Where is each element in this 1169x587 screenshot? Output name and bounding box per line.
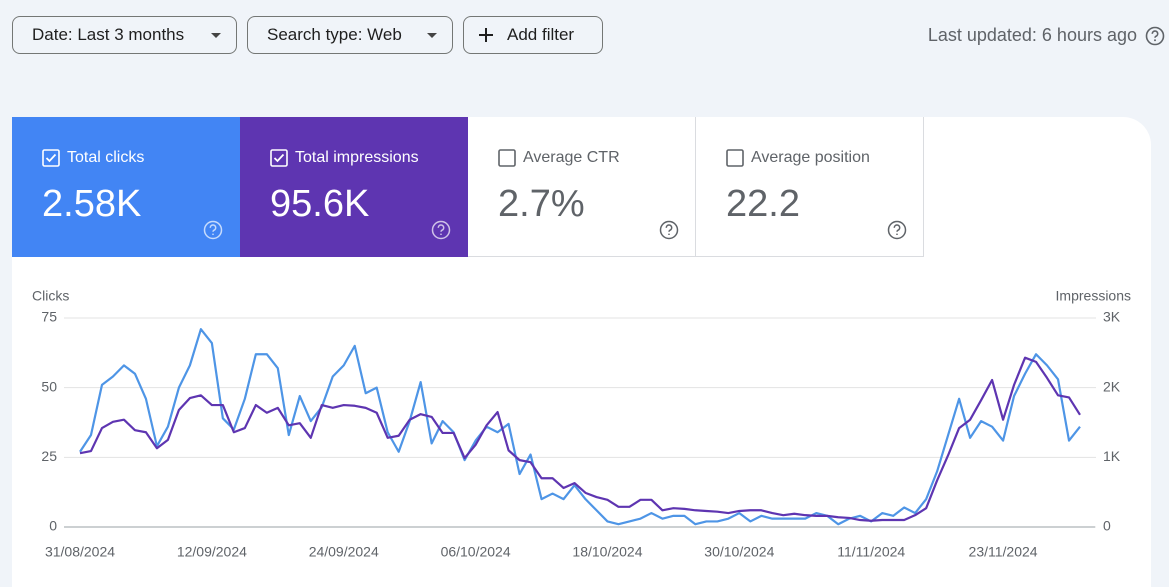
y2-tick-label: 0 <box>1103 518 1111 534</box>
metric-label: Average CTR <box>523 149 620 166</box>
y-tick-label: 0 <box>49 518 57 534</box>
button-label: Add filter <box>507 25 575 44</box>
plus-icon <box>479 28 493 42</box>
checkbox <box>726 149 744 167</box>
x-tick-label: 31/08/2024 <box>45 544 115 560</box>
x-tick-label: 18/10/2024 <box>572 544 642 560</box>
help-icon[interactable] <box>1144 25 1166 47</box>
add-filter-button[interactable]: Add filter <box>463 16 603 54</box>
help-icon <box>659 220 679 240</box>
x-tick-label: 24/09/2024 <box>309 544 379 560</box>
x-tick-label: 12/09/2024 <box>177 544 247 560</box>
metric-value: 22.2 <box>726 183 800 225</box>
metric-tile[interactable]: Average position 22.2 <box>696 117 924 257</box>
checkbox-box <box>270 149 288 167</box>
y-tick-label: 75 <box>41 309 57 325</box>
metric-label: Total impressions <box>295 149 419 166</box>
checkbox-box <box>42 149 60 167</box>
y2-axis-label: Impressions <box>1056 288 1131 304</box>
metric-tile[interactable]: Average CTR 2.7% <box>468 117 696 257</box>
metric-value: 2.58K <box>42 183 142 225</box>
checkbox <box>498 149 516 167</box>
checkbox-box <box>498 149 516 167</box>
date-filter[interactable]: Date: Last 3 months <box>12 16 237 54</box>
filter-label: Date: Last 3 months <box>32 25 185 44</box>
y-tick-label: 50 <box>41 378 57 394</box>
x-tick-label: 06/10/2024 <box>441 544 511 560</box>
help-circle <box>659 220 679 240</box>
help-mark <box>665 224 673 235</box>
series-line <box>79 328 1081 526</box>
checkmark <box>45 153 57 163</box>
help-circle <box>887 220 907 240</box>
metric-value: 2.7% <box>498 183 585 225</box>
dropdown-arrow <box>427 33 437 38</box>
checkbox-box <box>726 149 744 167</box>
y-tick-label: 25 <box>41 448 57 464</box>
checkbox <box>42 149 60 167</box>
x-tick-label: 23/11/2024 <box>969 544 1038 560</box>
help-mark <box>893 224 901 235</box>
help-circle <box>431 220 451 240</box>
y2-tick-label: 3K <box>1103 309 1121 325</box>
metric-label: Total clicks <box>67 149 145 166</box>
x-tick-label: 11/11/2024 <box>837 544 905 560</box>
y2-tick-label: 2K <box>1103 378 1121 394</box>
metric-tile[interactable]: Total clicks 2.58K <box>12 117 240 257</box>
checkmark <box>273 153 285 163</box>
metric-value: 95.6K <box>270 183 370 225</box>
help-mark <box>209 224 217 235</box>
metric-tile[interactable]: Total impressions 95.6K <box>240 117 468 257</box>
help-icon <box>431 220 451 240</box>
help-icon <box>203 220 223 240</box>
filter-label: Search type: Web <box>267 25 402 44</box>
y2-tick-label: 1K <box>1103 448 1121 464</box>
checkbox <box>270 149 288 167</box>
x-tick-label: 30/10/2024 <box>704 544 774 560</box>
help-circle <box>203 220 223 240</box>
search-type-filter[interactable]: Search type: Web <box>247 16 453 54</box>
metric-label: Average position <box>751 149 870 166</box>
y-axis-label: Clicks <box>32 288 69 304</box>
help-mark <box>437 224 445 235</box>
series-line <box>79 356 1081 522</box>
help-icon <box>887 220 907 240</box>
dropdown-arrow <box>211 33 221 38</box>
last-updated: Last updated: 6 hours ago <box>927 25 1137 45</box>
